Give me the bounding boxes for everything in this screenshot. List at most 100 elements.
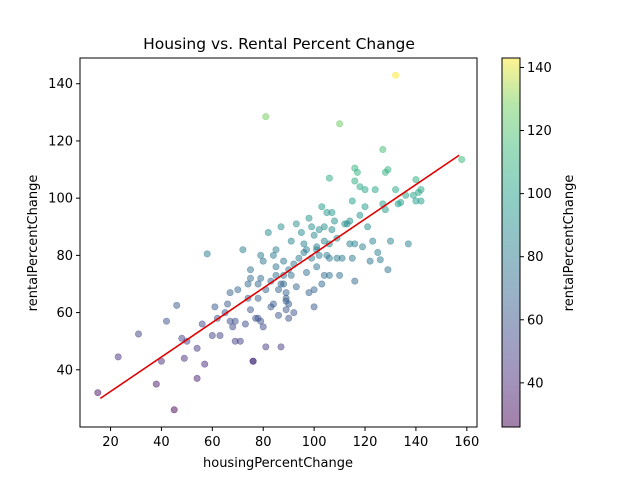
data-point	[264, 229, 272, 237]
data-point	[417, 186, 425, 194]
data-point	[328, 209, 336, 217]
data-point	[198, 320, 206, 328]
data-point	[152, 380, 160, 388]
data-point	[336, 120, 344, 128]
data-point	[226, 289, 234, 297]
colorbar-label: rentalPercentChange	[562, 175, 577, 312]
data-point	[259, 323, 267, 331]
data-point	[269, 300, 277, 308]
trend-line	[99, 154, 460, 400]
x-axis-label: housingPercentChange	[203, 456, 353, 471]
colorbar: 40 60 80 100 120 140 rentalPercentChange	[501, 57, 577, 428]
data-point	[262, 113, 270, 121]
data-point	[313, 263, 321, 271]
x-tick-label: 140	[404, 435, 429, 450]
data-point	[280, 280, 288, 288]
data-point	[295, 254, 303, 262]
data-point	[247, 266, 255, 274]
data-point	[254, 294, 262, 302]
data-point	[356, 211, 364, 219]
data-point	[257, 317, 265, 325]
y-axis-label: rentalPercentChange	[26, 175, 41, 312]
data-point	[234, 286, 242, 294]
plot-frame	[79, 57, 478, 428]
data-point	[302, 246, 310, 254]
y-axis-ticks: 40 60 80 100 120 140	[48, 77, 80, 378]
colorbar-frame	[501, 57, 521, 428]
data-point	[361, 186, 369, 194]
x-tick-label: 160	[454, 435, 479, 450]
data-point	[229, 323, 237, 331]
colorbar-tick-label: 100	[527, 187, 552, 202]
data-point	[241, 320, 249, 328]
data-point	[364, 223, 372, 231]
data-point	[381, 206, 389, 214]
x-axis-ticks: 20 40 60 80 100 120 140 160	[102, 427, 479, 450]
colorbar-tick-label: 80	[527, 250, 544, 265]
x-tick-label: 80	[255, 435, 272, 450]
data-point	[374, 249, 382, 257]
data-point	[348, 197, 356, 205]
data-point	[244, 280, 252, 288]
data-point	[211, 303, 219, 311]
data-point	[203, 250, 211, 258]
data-point	[249, 357, 257, 365]
data-point	[163, 317, 171, 325]
colorbar-tick-label: 60	[527, 313, 544, 328]
data-point	[208, 331, 216, 339]
data-point	[262, 343, 270, 351]
data-point	[330, 217, 338, 225]
data-point	[135, 330, 143, 338]
data-point	[216, 331, 224, 339]
data-point	[94, 389, 102, 397]
data-point	[272, 263, 280, 271]
data-point	[310, 286, 318, 294]
data-point	[280, 257, 288, 265]
data-point	[247, 306, 255, 314]
data-point	[328, 226, 336, 234]
chart-title: Housing vs. Rental Percent Change	[143, 35, 415, 53]
plot-area	[79, 57, 478, 428]
data-point	[231, 317, 239, 325]
colorbar-tick-label: 140	[527, 61, 552, 76]
data-point	[300, 240, 308, 248]
data-point	[274, 286, 282, 294]
data-point	[297, 229, 305, 237]
data-point	[325, 254, 333, 262]
data-point	[173, 301, 181, 309]
data-point	[358, 243, 366, 251]
data-point	[269, 251, 277, 259]
x-tick-label: 100	[302, 435, 327, 450]
data-point	[320, 223, 328, 231]
data-point	[114, 353, 122, 361]
data-point	[313, 243, 321, 251]
data-point	[292, 220, 300, 228]
data-point	[417, 197, 425, 205]
y-tick-label: 120	[48, 134, 73, 149]
data-point	[338, 254, 346, 262]
data-point	[310, 231, 318, 239]
data-point	[180, 354, 188, 362]
data-point	[386, 237, 394, 245]
data-point	[285, 314, 293, 322]
y-tick-label: 140	[48, 77, 73, 92]
data-point	[361, 203, 369, 211]
data-point	[325, 271, 333, 279]
data-point	[310, 303, 318, 311]
data-point	[397, 199, 405, 207]
data-point	[392, 186, 400, 194]
x-tick-label: 120	[353, 435, 378, 450]
data-point	[170, 406, 178, 414]
data-point	[351, 240, 359, 248]
data-point	[236, 337, 244, 345]
data-point	[224, 300, 232, 308]
x-tick-label: 60	[204, 435, 221, 450]
data-point	[392, 71, 400, 79]
data-point	[287, 237, 295, 245]
data-point	[247, 274, 255, 282]
data-point	[277, 223, 285, 231]
data-point	[274, 311, 282, 319]
y-tick-label: 40	[56, 363, 73, 378]
colorbar-ticks: 40 60 80 100 120 140	[520, 61, 552, 391]
